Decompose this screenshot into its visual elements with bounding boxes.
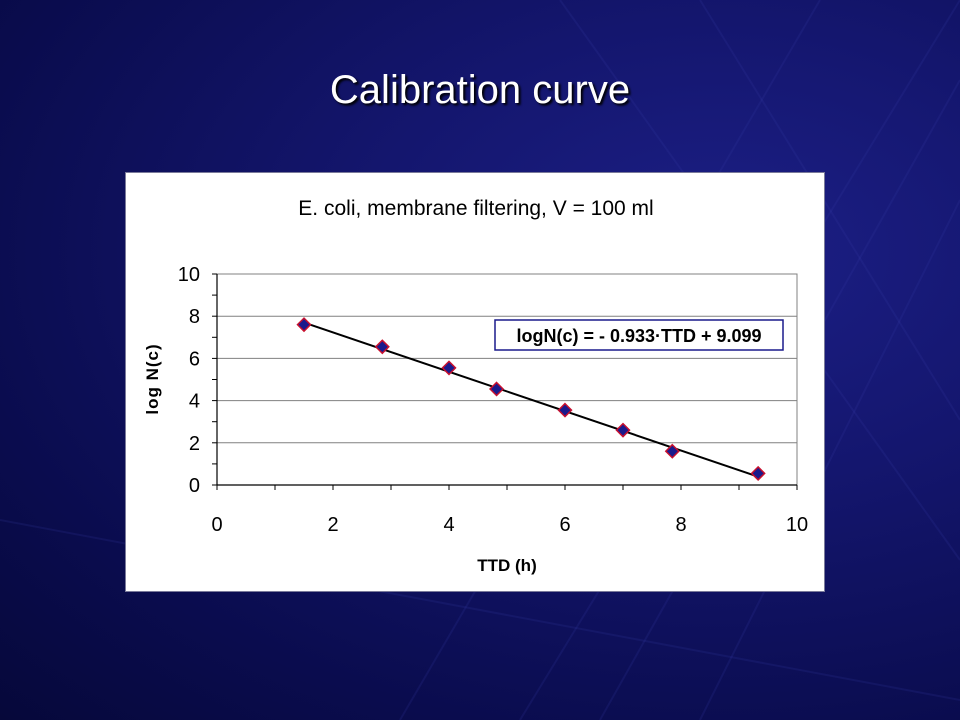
data-point-marker <box>441 360 457 376</box>
x-tick-labels: 0 2 4 6 8 10 <box>211 514 808 536</box>
grid-lines <box>217 315 797 444</box>
data-point-marker <box>488 381 505 397</box>
y-tick-label: 8 <box>189 306 200 328</box>
x-tick-label: 8 <box>675 514 686 536</box>
equation-label: logN(c) = - 0.933·TTD + 9.099 <box>516 326 761 346</box>
data-point-marker <box>374 339 390 355</box>
x-tick-label: 4 <box>443 514 454 536</box>
data-point-marker <box>557 402 573 418</box>
chart-panel: E. coli, membrane filtering, V = 100 ml … <box>125 172 825 592</box>
tick-marks <box>212 273 798 490</box>
data-point-marker <box>296 317 312 333</box>
data-point-marker <box>750 465 766 481</box>
data-point-marker <box>664 443 680 459</box>
y-tick-labels: 0 2 4 6 8 10 <box>178 264 200 497</box>
y-tick-label: 4 <box>189 391 200 413</box>
equation-box <box>494 319 784 351</box>
y-tick-label: 0 <box>189 475 200 497</box>
y-tick-label: 6 <box>189 348 200 370</box>
data-point-marker <box>615 422 631 438</box>
y-tick-label: 2 <box>189 433 200 455</box>
x-axis-label: TTD (h) <box>477 556 536 575</box>
x-tick-label: 6 <box>559 514 570 536</box>
calibration-chart: E. coli, membrane filtering, V = 100 ml … <box>143 197 808 575</box>
data-points <box>296 317 766 481</box>
plot-area <box>216 273 798 486</box>
y-axis-label: log N(c) <box>143 343 162 414</box>
x-tick-label: 10 <box>786 514 808 536</box>
y-tick-label: 10 <box>178 264 200 286</box>
x-tick-label: 0 <box>211 514 222 536</box>
slide-title: Calibration curve <box>329 68 631 112</box>
x-tick-label: 2 <box>327 514 338 536</box>
chart-title: E. coli, membrane filtering, V = 100 ml <box>298 197 653 220</box>
